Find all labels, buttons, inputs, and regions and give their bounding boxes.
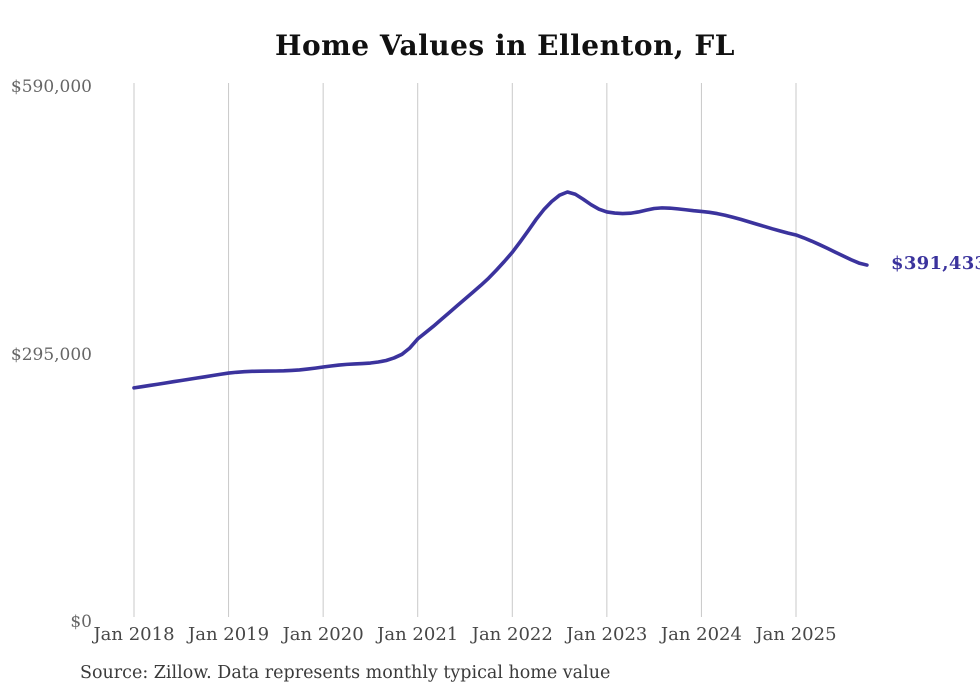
x-tick-label: Jan 2020 bbox=[282, 624, 364, 645]
source-note: Source: Zillow. Data represents monthly … bbox=[80, 663, 611, 683]
x-tick-label: Jan 2021 bbox=[377, 624, 459, 645]
y-tick-label: $0 bbox=[70, 612, 92, 632]
chart-title: Home Values in Ellenton, FL bbox=[275, 29, 735, 62]
x-tick-label: Jan 2018 bbox=[93, 624, 175, 645]
y-tick-label: $590,000 bbox=[10, 77, 92, 97]
end-value-label: $391,433 bbox=[891, 253, 980, 274]
x-tick-label: Jan 2022 bbox=[471, 624, 553, 645]
x-tick-label: Jan 2019 bbox=[188, 624, 270, 645]
y-tick-label: $295,000 bbox=[10, 344, 92, 365]
x-tick-label: Jan 2025 bbox=[755, 624, 837, 645]
x-tick-label: Jan 2024 bbox=[660, 624, 742, 645]
x-tick-label: Jan 2023 bbox=[566, 624, 648, 645]
value-line bbox=[132, 190, 869, 390]
